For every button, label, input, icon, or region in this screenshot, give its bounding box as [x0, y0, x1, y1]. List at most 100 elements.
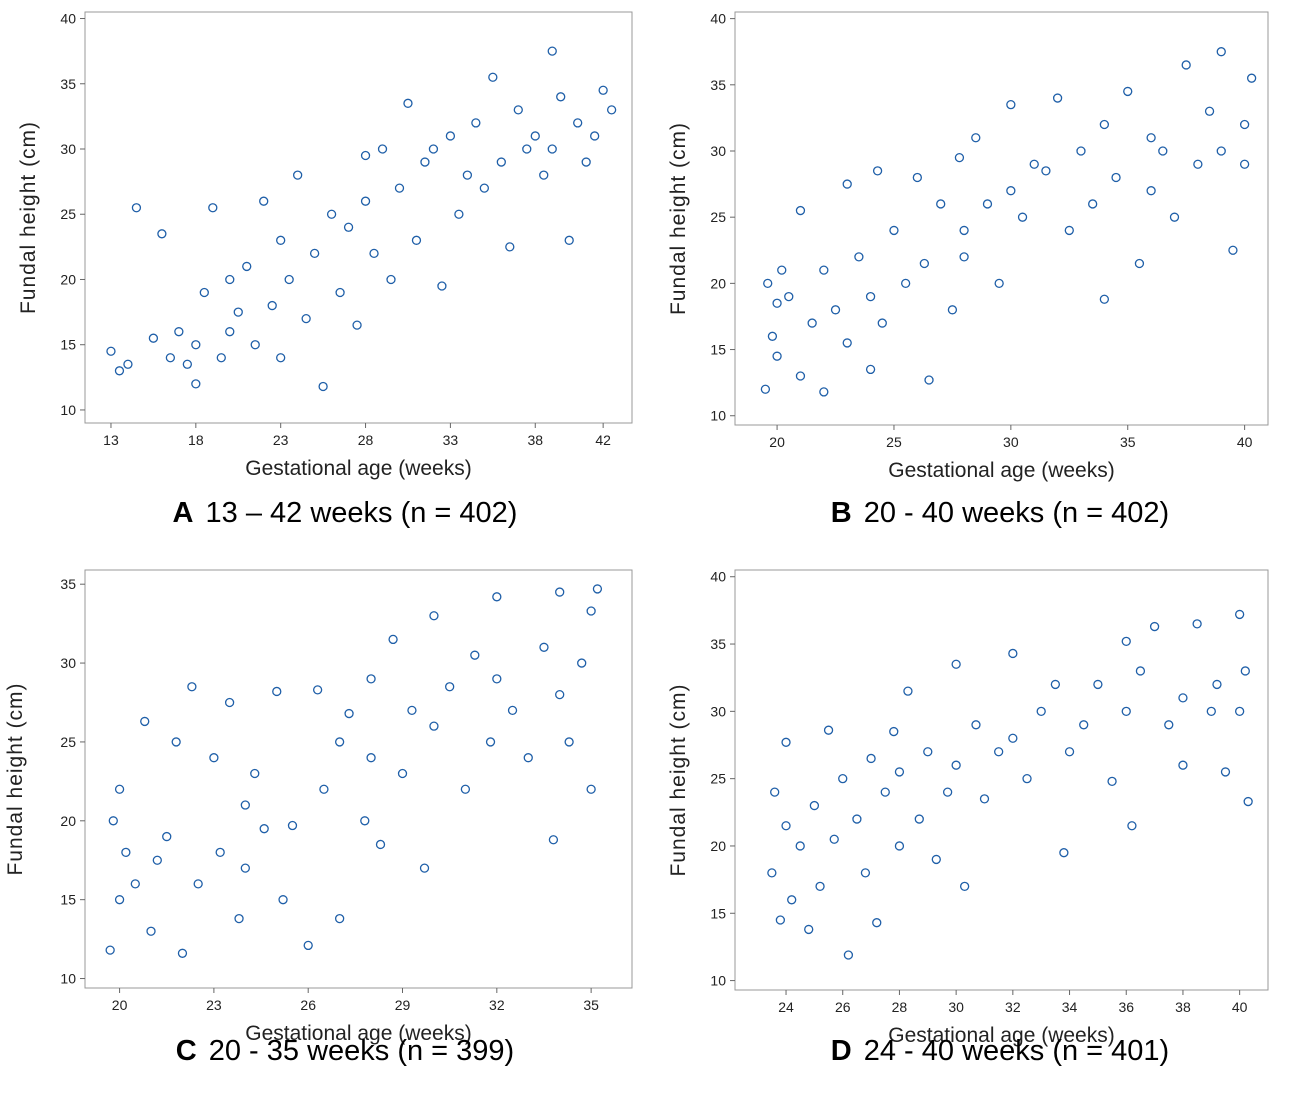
- data-point: [760, 384, 771, 394]
- data-point: [343, 222, 354, 232]
- data-point: [191, 379, 201, 389]
- data-point: [259, 196, 269, 206]
- data-point: [877, 318, 887, 328]
- data-point: [1192, 619, 1202, 629]
- data-point: [1212, 679, 1222, 690]
- data-point: [152, 855, 162, 865]
- x-tick-label: 40: [1232, 999, 1248, 1015]
- y-tick-label: 20: [710, 275, 726, 291]
- data-point: [106, 346, 116, 356]
- data-point: [309, 248, 320, 259]
- data-point: [397, 768, 408, 779]
- data-point: [360, 196, 371, 206]
- x-tick-label: 29: [395, 997, 411, 1013]
- data-point: [860, 868, 871, 878]
- data-point: [1064, 225, 1074, 236]
- data-point: [208, 203, 218, 213]
- data-point: [866, 753, 876, 764]
- x-tick-label: 20: [769, 434, 785, 450]
- data-point: [287, 820, 298, 831]
- data-point: [775, 915, 786, 925]
- data-point: [931, 854, 941, 865]
- data-point: [360, 150, 371, 161]
- panel-letter: A: [173, 497, 194, 529]
- data-point: [276, 353, 286, 363]
- x-tick-label: 26: [300, 997, 316, 1013]
- y-tick-label: 15: [60, 892, 76, 908]
- data-point: [335, 287, 345, 298]
- y-axis-label: Fundal height (cm): [17, 121, 40, 314]
- panel-caption: D 24 - 40 weeks (n = 401): [831, 1035, 1169, 1067]
- data-point: [209, 753, 219, 763]
- data-point: [843, 950, 854, 960]
- data-point: [592, 584, 603, 594]
- data-point: [240, 800, 250, 810]
- data-point: [606, 105, 617, 115]
- data-point: [1234, 706, 1245, 716]
- data-point: [923, 747, 933, 757]
- data-point: [215, 847, 225, 857]
- data-point: [1052, 93, 1063, 103]
- data-point: [598, 85, 608, 95]
- data-point: [276, 235, 286, 245]
- data-point: [146, 926, 156, 936]
- data-point: [872, 166, 883, 176]
- data-point: [947, 305, 958, 315]
- data-point: [894, 841, 905, 851]
- data-point: [114, 895, 125, 905]
- y-tick-label: 35: [60, 576, 76, 592]
- x-tick-label: 24: [778, 999, 794, 1015]
- data-point: [954, 152, 965, 163]
- data-point: [936, 199, 946, 209]
- data-point: [492, 674, 502, 684]
- data-point: [819, 387, 829, 397]
- data-point: [177, 948, 188, 958]
- data-point: [272, 686, 282, 697]
- data-point: [131, 203, 142, 213]
- data-point: [842, 179, 852, 189]
- data-point: [994, 278, 1004, 289]
- data-point: [225, 274, 235, 285]
- data-point: [1123, 86, 1133, 97]
- data-point: [454, 209, 464, 219]
- data-point: [312, 685, 323, 695]
- y-tick-label: 10: [710, 408, 726, 424]
- data-point: [225, 327, 235, 337]
- data-point: [1121, 636, 1131, 646]
- y-axis-label: Fundal height (cm): [667, 122, 690, 315]
- data-point: [838, 774, 848, 784]
- data-point: [914, 814, 924, 824]
- data-point: [165, 353, 176, 363]
- data-point: [250, 340, 260, 350]
- x-tick-label: 26: [835, 999, 851, 1015]
- y-tick-label: 20: [710, 838, 726, 854]
- x-tick-label: 13: [103, 432, 119, 448]
- x-tick-label: 28: [358, 432, 374, 448]
- data-point: [581, 157, 591, 167]
- y-tick-label: 30: [60, 655, 76, 671]
- data-point: [880, 787, 890, 797]
- data-point: [174, 327, 184, 337]
- data-point: [523, 753, 533, 763]
- data-point: [471, 118, 481, 128]
- data-point: [445, 682, 455, 692]
- y-tick-label: 35: [60, 76, 76, 92]
- x-tick-label: 38: [527, 432, 543, 448]
- y-tick-label: 25: [710, 209, 726, 225]
- x-tick-label: 34: [1062, 999, 1078, 1015]
- data-point: [539, 170, 549, 180]
- data-point: [829, 834, 839, 844]
- data-point: [555, 689, 565, 700]
- data-point: [1181, 60, 1191, 70]
- data-point: [1050, 679, 1061, 690]
- data-point: [1093, 679, 1103, 690]
- panel-title: 20 - 35 weeks (n = 399): [209, 1035, 514, 1067]
- data-point: [250, 768, 260, 779]
- data-point: [485, 737, 496, 747]
- data-point: [162, 831, 172, 842]
- data-point: [971, 133, 981, 143]
- data-point: [994, 747, 1004, 757]
- data-point: [278, 895, 288, 905]
- data-point: [577, 658, 587, 668]
- panel-letter: C: [176, 1035, 197, 1067]
